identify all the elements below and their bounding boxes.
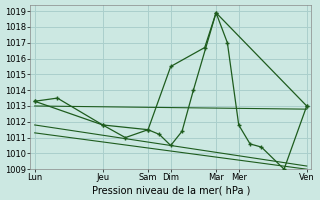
- X-axis label: Pression niveau de la mer( hPa ): Pression niveau de la mer( hPa ): [92, 185, 250, 195]
